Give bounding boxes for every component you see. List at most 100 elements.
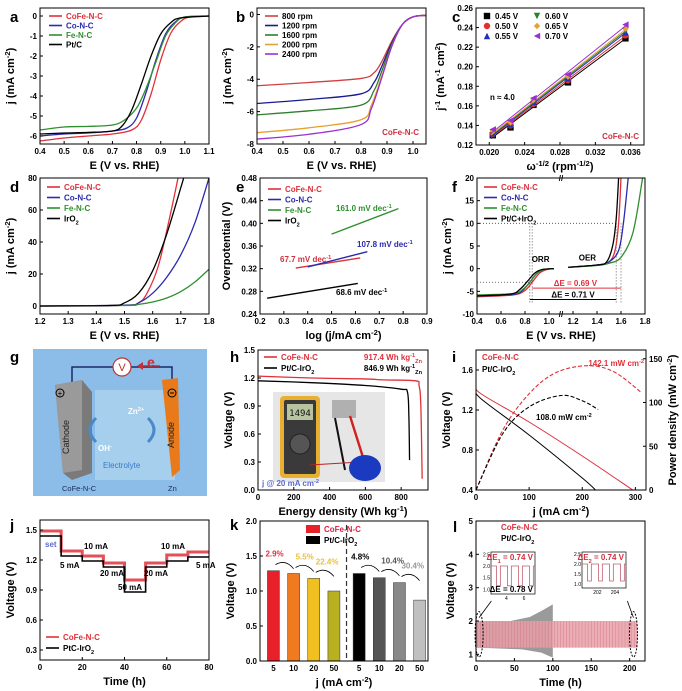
x-tick-label: 0.7 — [107, 147, 119, 156]
text-span: Co-N-C — [501, 194, 529, 203]
legend-label: 2000 rpm — [282, 41, 317, 50]
y-axis-label: j (mA cm-2) — [3, 47, 18, 105]
tafel-line-Co-N-C — [307, 250, 368, 268]
y-tick-label: 20 — [28, 270, 37, 279]
drop-percentage-label: 30.4% — [401, 562, 424, 571]
y-tick-label: 0 — [470, 265, 475, 274]
text-span: ) — [667, 354, 679, 358]
voltmeter-label: V — [118, 362, 126, 374]
panel-h: 1494 0 200 400 600 800 0.0 0.3 0.6 0.9 1.2 1.5 Energ… — [223, 346, 429, 518]
y-tick-label: -6 — [30, 132, 38, 141]
text-span: ) — [590, 161, 594, 173]
inset-x-tick: 6 — [523, 596, 526, 602]
drop-percentage-label: 10.4% — [381, 557, 404, 566]
legend-label: Fe-N-C — [501, 204, 527, 213]
legend-label: Co-N-C — [66, 22, 94, 31]
text-span: CoFe-N-C — [324, 525, 361, 534]
text-span: 67.7 mV dec — [280, 255, 327, 264]
legend-label: 0.55 V — [495, 32, 519, 41]
text-span: -1 — [382, 288, 387, 294]
panel-a: 0.4 0.5 0.6 0.7 0.8 0.9 1.0 1.1 0 -1 -2 -3 -4 -5 -6 E (… — [3, 7, 215, 172]
plot-area — [267, 570, 426, 661]
x-tick-label: 0.5 — [326, 317, 338, 326]
inset-frame — [490, 551, 536, 595]
x-tick-label: 0.9 — [155, 147, 167, 156]
x-tick-label: 1.6 — [615, 317, 627, 326]
y-tick-label: 0.9 — [26, 586, 38, 595]
x-axis-label: j (mA cm-2) — [315, 675, 373, 690]
legend-label: IrO2 — [64, 215, 79, 227]
x-tick-label: 0.8 — [398, 317, 410, 326]
y-tick-label: 4 — [469, 550, 474, 559]
x-axis-label: E (V vs. RHE) — [90, 330, 160, 342]
text-span: 1600 rpm — [282, 31, 317, 40]
text-span: 107.8 mV dec — [357, 240, 408, 249]
bar-Pt/C-IrO2-10 — [373, 577, 386, 661]
x-tick-label: 40 — [120, 663, 129, 672]
drop-arrow-icon — [360, 564, 380, 572]
legend-label: 2400 rpm — [282, 50, 317, 59]
x-tick-label: 1.4 — [591, 317, 603, 326]
text-span: Fe-N-C — [501, 204, 527, 213]
panel-k: 5 10 20 50 2.9% 5.5%22.4% 5 10 20 50 4.8% 10.4%30.4… — [225, 517, 429, 690]
panel-letter-b: b — [236, 9, 245, 26]
text-span: -1 — [387, 204, 392, 210]
y-tick-label: 0.6 — [244, 430, 256, 439]
y-tick-label: 2 — [469, 617, 474, 626]
text-span: ) — [5, 217, 17, 221]
peak-power-label: 108.0 mW cm-2 — [536, 413, 592, 422]
drop-arrow-icon — [315, 569, 335, 577]
text-span: ) — [5, 47, 17, 51]
orr-line-Pt/C+IrO2 — [477, 268, 554, 297]
y-axis-label: Voltage (V) — [223, 391, 235, 448]
x-tick-label: 1.4 — [91, 317, 103, 326]
y-tick-label: 15 — [465, 197, 474, 206]
y-tick-label: 0 — [250, 10, 255, 19]
step-curve-PtC-IrO2 — [40, 535, 209, 593]
text-span: Fe-N-C — [66, 31, 92, 40]
drop-percentage-label: 22.4% — [316, 557, 339, 566]
x-tick-label: 1.0 — [543, 317, 555, 326]
text-span: j (mA cm — [532, 506, 579, 518]
drop-percentage-label: 5.5% — [296, 553, 314, 562]
x-tick-label: 60 — [162, 663, 171, 672]
y-tick-label: -4 — [247, 75, 255, 84]
black-probe — [334, 417, 346, 471]
series-line-2400 rpm — [257, 14, 426, 140]
marker-diamond — [507, 119, 514, 126]
electrolyte-label: Electrolyte — [103, 461, 141, 470]
marker-triangle-left — [564, 71, 572, 78]
text-span: 108.0 mW cm — [536, 413, 587, 422]
y-tick-label: -4 — [30, 92, 38, 101]
text-span: -2 — [3, 221, 12, 228]
marker-triangle-left — [622, 21, 629, 28]
inset-y-tick: 1.5 — [574, 572, 581, 578]
legend-label: CoFe-N-C — [281, 353, 318, 362]
y-tick-label: 10 — [465, 219, 474, 228]
text-span: Time (h) — [539, 677, 582, 689]
x-tick-label: 0.032 — [585, 148, 606, 157]
fit-line-0.70 V — [490, 24, 628, 134]
text-span: -1 — [433, 100, 442, 108]
y-tick-label: 0.6 — [26, 616, 38, 625]
legend-label: CoFe-N-C — [482, 353, 519, 362]
drop-arrow-icon — [295, 564, 315, 572]
cathode-face — [55, 380, 82, 473]
text-span: j @ 20 mA cm — [261, 479, 314, 488]
fit-line-0.50 V — [490, 34, 628, 138]
text-span: 68.6 mV dec — [336, 288, 383, 297]
y-tick-label: 0.12 — [457, 141, 473, 150]
panel-f: ΔE = 0.69 V ΔE = 0.71 V ORR OER 0.4 0.6 0.8 1.0… — [440, 174, 652, 342]
text-span: Co-N-C — [66, 22, 94, 31]
panel-c: 0.020 0.024 0.028 0.032 0.036 0.12 0.14 0.16 0.1… — [433, 4, 645, 173]
inset-y-tick: 2.5 — [574, 552, 581, 558]
y-tick-label: 1.5 — [246, 552, 258, 561]
text-span: cm — [435, 50, 447, 69]
inset-cycle-curve — [582, 563, 626, 582]
legend-label: Pt/C+IrO2 — [501, 215, 536, 227]
x-tick-label: 0 — [38, 663, 43, 672]
text-span: j (mA cm — [5, 58, 17, 105]
y-tick-label: -5 — [30, 112, 38, 121]
x-tick-label: 20 — [395, 664, 404, 673]
text-span: ) — [222, 47, 234, 51]
